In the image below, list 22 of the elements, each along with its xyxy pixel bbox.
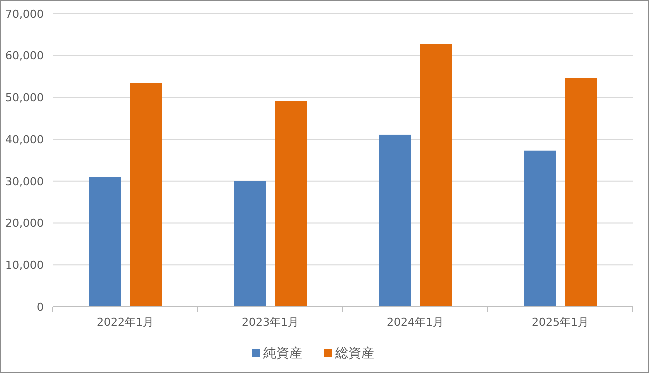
bar bbox=[234, 181, 266, 307]
bar bbox=[420, 44, 452, 307]
y-tick-label: 60,000 bbox=[6, 50, 44, 63]
y-tick-label: 30,000 bbox=[6, 175, 44, 188]
x-tick-label: 2025年1月 bbox=[532, 316, 589, 329]
y-tick-label: 50,000 bbox=[6, 92, 44, 105]
bar bbox=[565, 78, 597, 307]
x-tick-label: 2024年1月 bbox=[387, 316, 444, 329]
bar bbox=[89, 177, 121, 307]
y-tick-label: 10,000 bbox=[6, 258, 44, 272]
bar bbox=[130, 83, 162, 307]
y-tick-label: 70,000 bbox=[6, 8, 44, 21]
bar bbox=[524, 150, 556, 307]
bar bbox=[275, 101, 307, 307]
x-tick-label: 2022年1月 bbox=[97, 316, 154, 329]
y-tick-label: 20,000 bbox=[6, 217, 44, 230]
legend-label: 総資産 bbox=[334, 346, 374, 362]
y-tick-label: 0 bbox=[37, 300, 44, 314]
x-tick-label: 2023年1月 bbox=[242, 316, 299, 329]
y-tick-label: 40,000 bbox=[6, 133, 44, 146]
legend-label: 純資産 bbox=[264, 346, 302, 362]
bar bbox=[379, 134, 411, 307]
